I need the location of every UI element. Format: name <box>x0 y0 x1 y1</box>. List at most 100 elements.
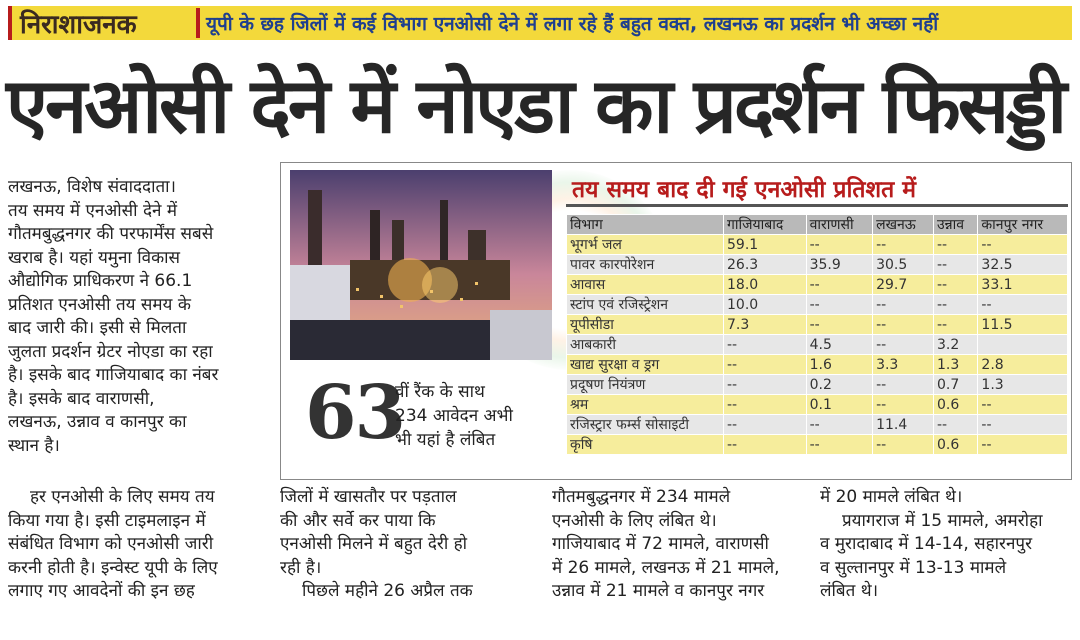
table-row: आवास 18.0 -- 29.7 -- 33.1 <box>566 274 1068 295</box>
article-line: गौतमबुद्धनगर में 234 मामले <box>552 487 731 507</box>
header-cell: लखनऊ <box>872 214 934 235</box>
department-cell: आवास <box>566 274 724 295</box>
rank-caption-line: 234 आवेदन अभी <box>395 406 513 426</box>
article-column-1: लखनऊ, विशेष संवाददाता। तय समय में एनओसी द… <box>8 176 276 458</box>
department-cell: प्रदूषण नियंत्रण <box>566 374 724 395</box>
article-line: औद्योगिक प्राधिकरण ने 66.1 <box>8 271 193 291</box>
value-cell: -- <box>805 314 874 335</box>
department-cell: आबकारी <box>566 334 724 355</box>
value-cell: 0.6 <box>932 394 979 415</box>
value-cell: -- <box>932 414 979 435</box>
header-cell: कानपुर नगर <box>977 214 1068 235</box>
article-line: संबंधित विभाग को एनओसी जारी <box>8 534 214 554</box>
article-line: तय समय में एनओसी देने में <box>8 200 178 221</box>
value-cell: -- <box>977 414 1068 435</box>
header-cell: उन्नाव <box>932 214 979 235</box>
value-cell: -- <box>805 294 874 315</box>
value-cell: 59.1 <box>723 234 807 255</box>
article-line: प्रयागराज में 15 मामले, अमरोहा <box>842 510 1043 531</box>
table-row: कृषि -- -- -- 0.6 -- <box>566 434 1068 455</box>
article-line: में 26 मामले, लखनऊ में 21 मामले, <box>552 557 780 578</box>
value-cell: -- <box>723 354 807 375</box>
value-cell: 0.7 <box>932 374 979 395</box>
value-cell: 11.4 <box>872 414 934 435</box>
article-line: गौतमबुद्धनगर की परफार्मेंस सबसे <box>8 224 214 244</box>
value-cell: -- <box>723 394 807 415</box>
value-cell: -- <box>723 374 807 395</box>
value-cell: 4.5 <box>805 334 874 355</box>
value-cell: 0.6 <box>932 434 979 455</box>
table-header-row: विभाग गाजियाबाद वाराणसी लखनऊ उन्नाव कानप… <box>566 214 1068 235</box>
value-cell: 1.3 <box>932 354 979 375</box>
article-line: जिलों में खासतौर पर पड़ताल <box>280 487 457 507</box>
value-cell: 26.3 <box>723 254 807 275</box>
value-cell: 3.2 <box>932 334 979 355</box>
article-line: जुलता प्रदर्शन ग्रेटर नोएडा का रहा <box>8 341 213 362</box>
value-cell: 1.6 <box>805 354 874 375</box>
department-cell: श्रम <box>566 394 724 415</box>
department-cell: स्टांप एवं रजिस्ट्रेशन <box>566 294 724 315</box>
article-line: पिछले महीने 26 अप्रैल तक <box>302 581 473 601</box>
value-cell: 18.0 <box>723 274 807 295</box>
value-cell: -- <box>932 254 979 275</box>
noc-percentage-table: विभाग गाजियाबाद वाराणसी लखनऊ उन्नाव कानप… <box>566 214 1068 455</box>
article-line: प्रतिशत एनओसी तय समय के <box>8 294 191 315</box>
table-title-rule <box>566 204 1068 207</box>
article-line: लखनऊ, विशेष संवाददाता। <box>8 177 177 197</box>
value-cell: -- <box>872 334 934 355</box>
value-cell: 30.5 <box>872 254 934 275</box>
header-cell: गाजियाबाद <box>723 214 807 235</box>
value-cell: 32.5 <box>977 254 1068 275</box>
article-line: की और सर्वे कर पाया कि <box>280 510 436 531</box>
department-cell: रजिस्ट्रार फर्म्स सोसाइटी <box>566 414 724 435</box>
rank-caption-line: वीं रैंक के साथ <box>395 382 485 402</box>
article-line: करनी होती है। इन्वेस्ट यूपी के लिए <box>8 557 218 578</box>
plant-illustration <box>290 170 552 360</box>
value-cell: -- <box>977 434 1068 455</box>
table-row: भूगर्भ जल 59.1 -- -- -- -- <box>566 234 1068 255</box>
article-line: लंबित थे। <box>820 581 879 601</box>
kicker-label: निराशाजनक <box>8 6 145 40</box>
table-row: खाद्य सुरक्षा व ड्रग -- 1.6 3.3 1.3 2.8 <box>566 354 1068 375</box>
value-cell: -- <box>977 294 1068 315</box>
value-cell: -- <box>723 334 807 355</box>
headline: एनओसी देने में नोएडा का प्रदर्शन फिसड्डी <box>6 60 1067 150</box>
table-row: रजिस्ट्रार फर्म्स सोसाइटी -- -- 11.4 -- -- <box>566 414 1068 435</box>
table-row: श्रम -- 0.1 -- 0.6 -- <box>566 394 1068 415</box>
article-line: एनओसी मिलने में बहुत देरी हो <box>280 534 468 554</box>
rank-caption-line: भी यहां है लंबित <box>395 430 496 450</box>
value-cell: -- <box>932 314 979 335</box>
value-cell: -- <box>872 434 934 455</box>
kicker-divider <box>196 8 200 38</box>
table-row: पावर कारपोरेशन 26.3 35.9 30.5 -- 32.5 <box>566 254 1068 275</box>
department-cell: भूगर्भ जल <box>566 234 724 255</box>
value-cell: -- <box>872 314 934 335</box>
table-row: आबकारी -- 4.5 -- 3.2 <box>566 334 1068 355</box>
subheadline: यूपी के छह जिलों में कई विभाग एनओसी देने… <box>206 13 939 35</box>
value-cell: -- <box>805 414 874 435</box>
value-cell: -- <box>872 374 934 395</box>
article-line: किया गया है। इसी टाइमलाइन में <box>8 510 206 531</box>
header-cell: वाराणसी <box>805 214 874 235</box>
value-cell: 7.3 <box>723 314 807 335</box>
value-cell: -- <box>932 234 979 255</box>
article-line: रही है। <box>280 557 322 578</box>
article-line: है। इसके बाद वाराणसी, <box>8 388 155 409</box>
value-cell: 35.9 <box>805 254 874 275</box>
article-line: व मुरादाबाद में 14-14, सहारनपुर <box>820 534 1033 554</box>
article-line: खराब है। यहां यमुना विकास <box>8 247 181 268</box>
value-cell: 33.1 <box>977 274 1068 295</box>
article-line: लखनऊ, उन्नाव व कानपुर का <box>8 412 187 432</box>
value-cell: -- <box>977 394 1068 415</box>
table-title: तय समय बाद दी गई एनओसी प्रतिशत में <box>572 177 917 203</box>
value-cell: 1.3 <box>977 374 1068 395</box>
header-cell: विभाग <box>566 214 724 235</box>
value-cell: 11.5 <box>977 314 1068 335</box>
article-column-4: में 20 मामले लंबित थे। प्रयागराज में 15 म… <box>820 486 1072 604</box>
value-cell: -- <box>723 414 807 435</box>
value-cell: -- <box>977 234 1068 255</box>
value-cell: -- <box>872 394 934 415</box>
article-line: लगाए गए आवदेनों की इन छह <box>8 581 195 601</box>
value-cell: -- <box>805 274 874 295</box>
article-line: बाद जारी की। इसी से मिलता <box>8 318 187 338</box>
